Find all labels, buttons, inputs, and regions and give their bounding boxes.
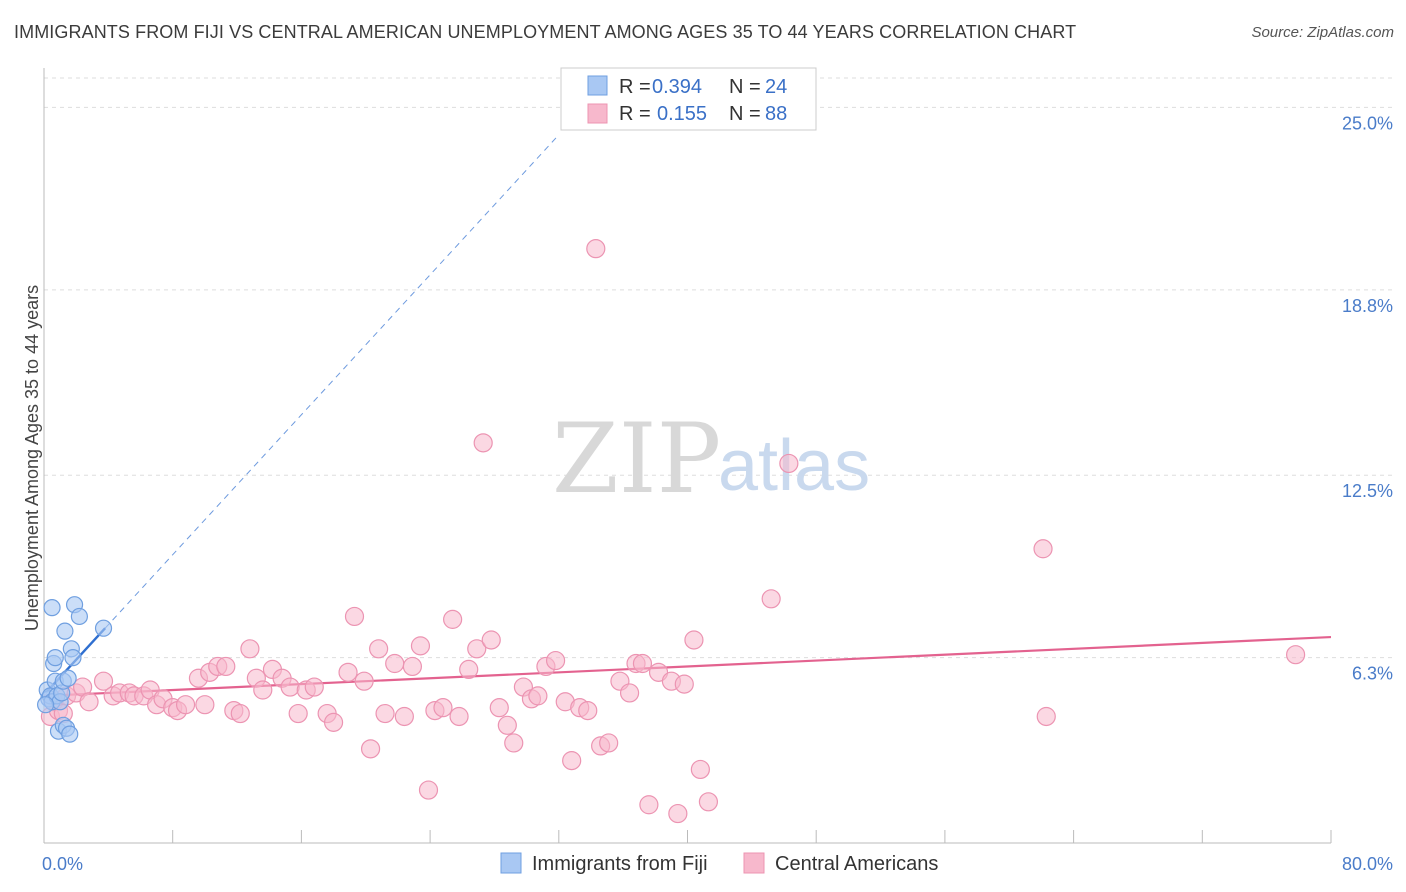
central-americans-point bbox=[360, 739, 381, 759]
central-americans-point bbox=[528, 686, 548, 706]
fiji-point bbox=[61, 725, 79, 743]
central-americans-point bbox=[1033, 539, 1053, 559]
legend-swatch-central bbox=[587, 103, 608, 124]
central-americans-point bbox=[418, 780, 439, 800]
central-americans-point bbox=[779, 453, 799, 474]
central-americans-point bbox=[323, 712, 344, 732]
legend-n-label-central: N = bbox=[729, 103, 761, 125]
fiji-trend-extension bbox=[104, 134, 560, 629]
chart-title: IMMIGRANTS FROM FIJI VS CENTRAL AMERICAN… bbox=[14, 22, 1077, 42]
central-americans-point bbox=[344, 606, 365, 627]
fiji-points bbox=[37, 596, 113, 743]
central-americans-point bbox=[632, 653, 653, 674]
central-americans-point bbox=[668, 803, 688, 824]
legend-swatch-fiji bbox=[587, 75, 608, 96]
fiji-point bbox=[64, 649, 82, 667]
central-americans-point bbox=[449, 706, 469, 727]
legend-r-value-central: 0.155 bbox=[657, 103, 707, 125]
central-americans-point bbox=[175, 695, 196, 715]
fiji-point bbox=[59, 669, 77, 687]
central-americans-point bbox=[599, 733, 619, 753]
central-americans-point bbox=[304, 677, 324, 697]
central-americans-point bbox=[402, 656, 423, 677]
y-axis-label: Unemployment Among Ages 35 to 44 years bbox=[22, 285, 42, 631]
central-americans-point bbox=[459, 659, 479, 680]
bottom-legend-label-fiji: Immigrants from Fiji bbox=[532, 853, 708, 875]
central-americans-point bbox=[481, 630, 501, 650]
fiji-point bbox=[46, 649, 64, 667]
x-tick-label-min: 0.0% bbox=[42, 854, 83, 874]
legend-r-label-central: R = bbox=[619, 103, 651, 125]
central-americans-point bbox=[369, 639, 389, 659]
central-americans-point bbox=[562, 751, 582, 771]
central-americans-point bbox=[433, 698, 453, 718]
bottom-legend-swatch-central bbox=[743, 852, 765, 874]
central-americans-point bbox=[497, 715, 517, 735]
fiji-point bbox=[70, 607, 88, 626]
central-americans-point bbox=[684, 630, 704, 650]
correlation-legend: R = 0.394 N = 24 R = 0.155 N = 88 bbox=[560, 67, 817, 131]
central-americans-point bbox=[240, 639, 260, 659]
central-americans-point bbox=[79, 692, 99, 712]
x-tick-labels: 0.0% 80.0% bbox=[42, 854, 1393, 874]
central-americans-point bbox=[586, 239, 606, 259]
bottom-legend-swatch-fiji bbox=[500, 852, 522, 874]
central-americans-point bbox=[690, 759, 710, 780]
central-americans-point bbox=[578, 700, 598, 721]
legend-n-value-fiji: 24 bbox=[765, 76, 787, 98]
series-legend: Immigrants from Fiji Central Americans bbox=[500, 852, 938, 875]
central-americans-point bbox=[761, 589, 781, 609]
central-americans-point bbox=[338, 662, 358, 682]
central-americans-point bbox=[545, 650, 566, 671]
legend-n-label-fiji: N = bbox=[729, 76, 761, 98]
central-americans-point bbox=[375, 703, 395, 724]
central-americans-point bbox=[354, 671, 374, 691]
central-americans-point bbox=[385, 653, 405, 674]
watermark: ZIP atlas bbox=[552, 403, 870, 515]
y-tick-label: 12.5% bbox=[1342, 481, 1393, 501]
central-americans-point bbox=[216, 656, 236, 677]
central-americans-point bbox=[443, 609, 463, 629]
central-americans-point bbox=[93, 671, 114, 691]
gridlines bbox=[44, 77, 1395, 659]
y-tick-label: 18.8% bbox=[1342, 296, 1393, 316]
y-tick-labels: 6.3% 12.5% 18.8% 25.0% bbox=[1342, 113, 1393, 683]
central-americans-point bbox=[619, 683, 640, 703]
central-americans-point bbox=[674, 674, 694, 694]
x-tick-label-max: 80.0% bbox=[1342, 854, 1393, 874]
central-americans-points bbox=[40, 239, 1306, 824]
y-tick-label: 6.3% bbox=[1352, 664, 1393, 684]
central-americans-point bbox=[639, 795, 659, 815]
central-americans-point bbox=[280, 677, 300, 697]
y-tick-label: 25.0% bbox=[1342, 113, 1393, 133]
fiji-point bbox=[37, 696, 55, 714]
central-americans-point bbox=[410, 636, 431, 656]
legend-r-value-fiji: 0.394 bbox=[652, 76, 702, 98]
chart-source: Source: ZipAtlas.com bbox=[1251, 24, 1394, 41]
central-americans-point bbox=[195, 695, 215, 715]
legend-r-label-fiji: R = bbox=[619, 76, 651, 98]
legend-n-value-central: 88 bbox=[765, 103, 787, 125]
central-americans-point bbox=[467, 639, 487, 659]
central-americans-point bbox=[288, 703, 308, 724]
fiji-point bbox=[43, 599, 61, 617]
fiji-point bbox=[56, 622, 74, 640]
central-americans-point bbox=[253, 680, 273, 700]
central-americans-point bbox=[1286, 645, 1306, 665]
central-americans-point bbox=[394, 706, 414, 727]
central-americans-point bbox=[489, 698, 509, 718]
fiji-point bbox=[94, 619, 113, 637]
central-americans-point bbox=[698, 792, 719, 812]
bottom-legend-label-central: Central Americans bbox=[775, 853, 938, 875]
central-americans-point bbox=[230, 703, 250, 724]
central-americans-point bbox=[504, 733, 524, 753]
central-americans-point bbox=[473, 433, 493, 453]
watermark-zip: ZIP bbox=[552, 403, 721, 515]
central-americans-point bbox=[1036, 706, 1056, 727]
